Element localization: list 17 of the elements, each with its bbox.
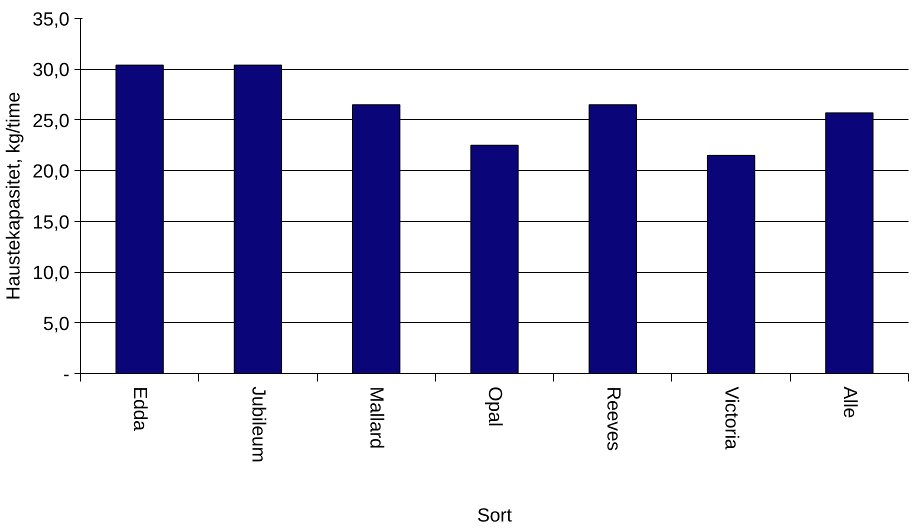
x-tick-label: Opal — [484, 386, 505, 427]
x-tick-label: Mallard — [366, 386, 387, 449]
y-tick-label: - — [63, 364, 70, 386]
x-tick-label: Edda — [129, 386, 150, 432]
x-tick-label: Reeves — [602, 386, 624, 451]
x-axis-title: Sort — [477, 506, 513, 527]
y-tick-label: 25,0 — [32, 110, 70, 132]
y-tick-label: 20,0 — [32, 162, 70, 183]
y-tick-label: 10,0 — [32, 263, 70, 284]
y-tick-label: 5,0 — [43, 314, 70, 335]
y-axis-title: Haustekapasitet, kg/time — [4, 92, 25, 300]
y-tick-label: 35,0 — [32, 10, 70, 30]
x-tick-label: Alle — [838, 386, 860, 418]
x-tick-label: Victoria — [720, 386, 742, 450]
x-tick-label: Jubileum — [247, 386, 268, 463]
y-tick-label: 30,0 — [32, 60, 70, 82]
y-tick-label: 15,0 — [32, 212, 70, 234]
